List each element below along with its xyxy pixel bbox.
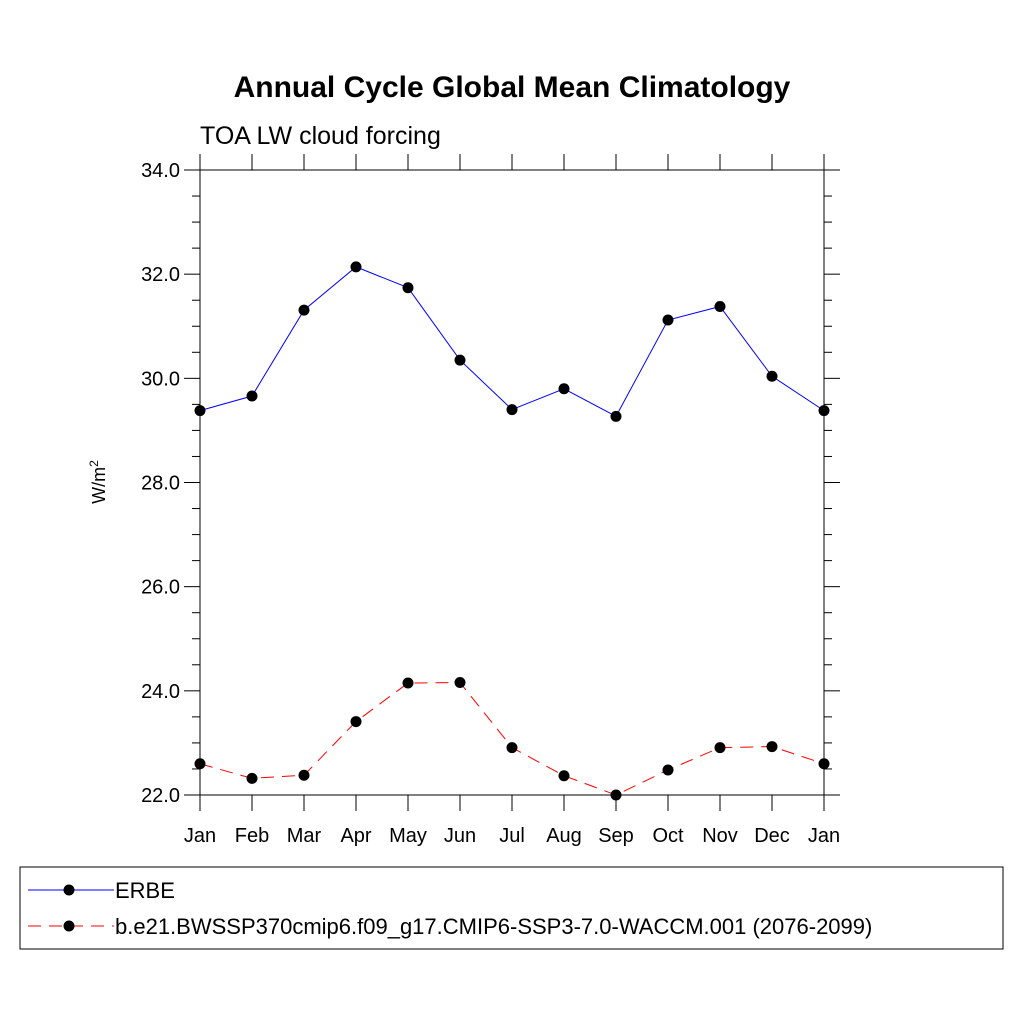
data-point — [818, 758, 830, 770]
plot-axes: 22.0 24.0 26.0 28.0 30.0 32.0 34.0 Jan Feb Mar Apr… — [141, 154, 840, 847]
data-point — [662, 764, 674, 776]
data-point — [818, 405, 830, 417]
legend: ERBE b.e21.BWSSP370cmip6.f09_g17.CMIP6-SS… — [19, 866, 1004, 950]
y-tick-label: 24.0 — [141, 681, 180, 703]
data-point — [454, 354, 466, 366]
series-layer — [194, 261, 830, 801]
data-point — [714, 742, 726, 754]
data-point — [350, 261, 362, 273]
data-point — [558, 770, 570, 782]
plot-frame — [199, 169, 825, 796]
data-point — [194, 758, 206, 770]
data-point — [298, 769, 310, 781]
data-point — [298, 304, 310, 316]
data-point — [246, 390, 258, 402]
y-tick-label: 22.0 — [141, 785, 180, 807]
x-tick-label: Apr — [340, 825, 371, 847]
data-point — [246, 772, 258, 784]
series-1 — [194, 261, 830, 422]
x-tick-label: Jan — [184, 825, 216, 847]
data-point — [610, 789, 622, 801]
data-point — [194, 405, 206, 417]
x-tick-label: Feb — [235, 825, 269, 847]
x-tick-label: Nov — [702, 825, 738, 847]
chart-title: Annual Cycle Global Mean Climatology — [234, 71, 791, 104]
x-tick-label: Aug — [546, 825, 582, 847]
y-tick-label: 26.0 — [141, 577, 180, 599]
data-point — [402, 282, 414, 294]
x-tick-label: Sep — [598, 825, 634, 847]
x-tick-label: Oct — [652, 825, 684, 847]
data-point — [558, 383, 570, 395]
data-point — [350, 716, 362, 728]
data-point — [454, 677, 466, 688]
data-point — [506, 404, 518, 416]
x-tick-label: May — [389, 825, 427, 847]
series-line — [199, 681, 825, 796]
x-tick-label: Dec — [754, 825, 790, 847]
y-axis-label-text: W/m — [89, 467, 109, 504]
y-tick-label: 30.0 — [141, 368, 180, 390]
y-tick-label: 28.0 — [141, 473, 180, 495]
y-axis-label: W/m2 — [87, 460, 109, 504]
chart-subtitle: TOA LW cloud forcing — [200, 122, 441, 150]
data-point — [506, 742, 518, 754]
series-2 — [194, 677, 830, 801]
legend-marker — [63, 884, 75, 896]
legend-entry-1: ERBE — [28, 878, 175, 903]
legend-label: ERBE — [115, 878, 175, 903]
legend-marker — [63, 920, 75, 932]
data-point — [766, 741, 778, 753]
data-point — [662, 314, 674, 326]
data-point — [610, 410, 622, 422]
x-tick-label: Jul — [499, 825, 525, 847]
x-tick-label: Jan — [808, 825, 840, 847]
legend-entry-2: b.e21.BWSSP370cmip6.f09_g17.CMIP6-SSP3-7… — [28, 914, 872, 939]
x-tick-label: Mar — [287, 825, 322, 847]
y-axis-label-superscript: 2 — [87, 460, 101, 467]
legend-label: b.e21.BWSSP370cmip6.f09_g17.CMIP6-SSP3-7… — [115, 914, 872, 939]
svg-text:W/m2: W/m2 — [87, 460, 109, 504]
legend-box — [19, 866, 1004, 950]
data-point — [714, 300, 726, 312]
y-tick-label: 34.0 — [141, 160, 180, 182]
data-point — [766, 370, 778, 382]
x-tick-label: Jun — [444, 825, 476, 847]
y-tick-label: 32.0 — [141, 264, 180, 286]
data-point — [402, 677, 414, 689]
series-line — [199, 266, 825, 418]
